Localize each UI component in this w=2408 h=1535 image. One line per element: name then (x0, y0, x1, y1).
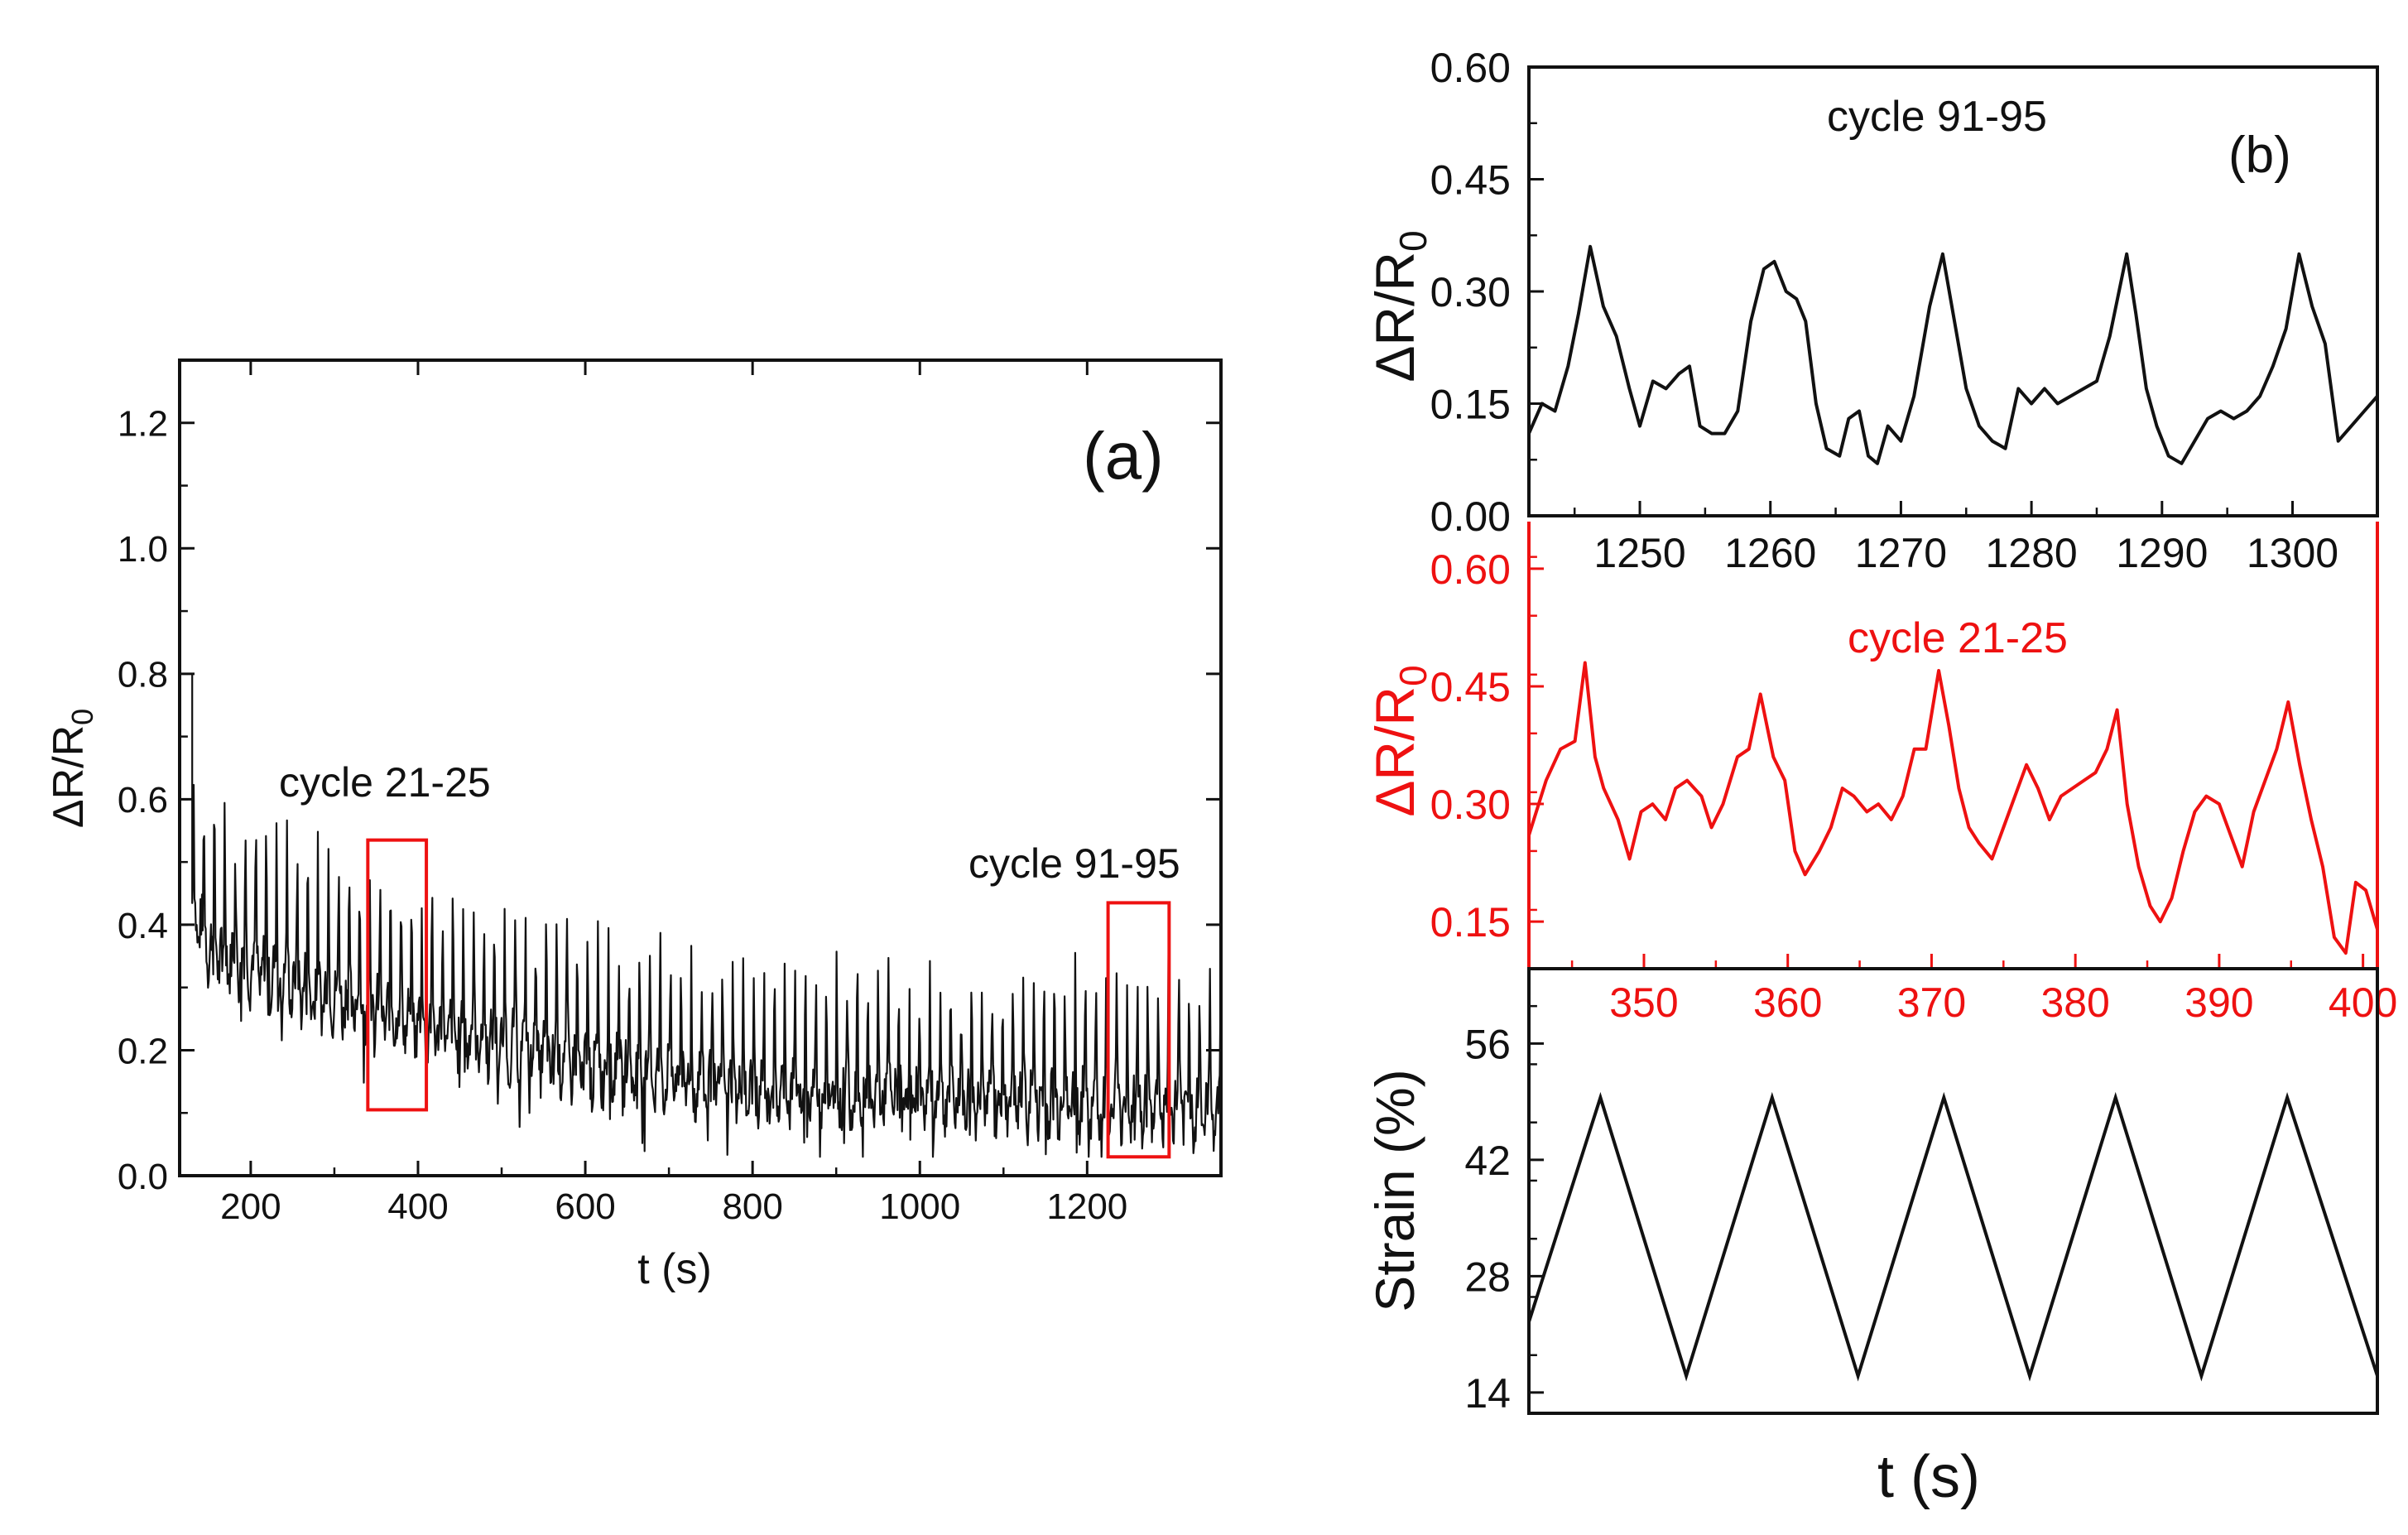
chart-a-x-axis-label: t (s) (637, 1245, 712, 1293)
chart-a-tick-labels: 200 400 600 800 1000 1200 0.0 0.2 0.4 0.6 0.8 1.0 1.… (118, 404, 1127, 1227)
x-tick-label: 390 (2185, 979, 2253, 1026)
x-tick-label: 800 (722, 1186, 782, 1227)
x-tick-label: 600 (555, 1186, 615, 1227)
chart-b-middle-y-axis-label-main: ΔR/R (1364, 686, 1425, 817)
chart-b-bottom-plot-frame (1527, 967, 2379, 1415)
y-tick-label: 0.2 (118, 1031, 168, 1071)
chart-b-middle: 350 360 370 380 390 400 0.15 0.30 0.45 0.60 cycle… (1364, 522, 2397, 1026)
chart-a-annotation-box-1 (366, 838, 429, 1112)
y-tick-label: 0.30 (1430, 782, 1511, 828)
chart-b-middle-series-line (1527, 661, 2379, 955)
y-tick-label: 0.0 (118, 1157, 168, 1197)
chart-b-bottom: 14 28 42 56 Strain (%) t (s) (1364, 967, 2379, 1510)
y-tick-label: 0.6 (118, 780, 168, 820)
chart-b-top-series-line (1527, 244, 2379, 465)
chart-a-annotation-box-2 (1106, 901, 1171, 1159)
chart-b-top-tick-labels: 1250 1260 1270 1280 1290 1300 0.00 0.15 0.30 0.45… (1430, 45, 2338, 576)
chart-b-bottom-tick-labels: 14 28 42 56 (1464, 1021, 1511, 1417)
chart-b-bottom-y-axis-label: Strain (%) (1364, 1069, 1425, 1311)
x-tick-label: 380 (2040, 979, 2109, 1026)
chart-a-series-line (182, 672, 1222, 1158)
x-tick-label: 360 (1753, 979, 1822, 1026)
chart-b-middle-y-axis-label-subscript: 0 (1391, 665, 1435, 686)
y-tick-label: 0.45 (1430, 664, 1511, 710)
chart-b-top-y-axis-label-subscript: 0 (1391, 230, 1435, 252)
x-tick-label: 200 (220, 1186, 281, 1227)
chart-a-y-axis-label-subscript: 0 (65, 709, 99, 725)
x-tick-label: 1290 (2116, 530, 2208, 576)
chart-a-y-axis-label-main: ΔR/R (45, 725, 93, 828)
chart-a-panel-label: (a) (1083, 419, 1164, 493)
y-tick-label: 14 (1464, 1370, 1511, 1417)
y-tick-label: 56 (1464, 1021, 1511, 1067)
y-tick-label: 0.15 (1430, 899, 1511, 946)
chart-b-top-y-axis-label: ΔR/R0 (1364, 230, 1435, 382)
chart-b-panel-label: (b) (2228, 127, 2291, 184)
chart-a: 200 400 600 800 1000 1200 0.0 0.2 0.4 0.6 0.8 1.0 1.… (45, 358, 1223, 1293)
chart-b-top-y-axis-label-main: ΔR/R (1364, 252, 1425, 383)
chart-b-bottom-x-axis-label: t (s) (1877, 1444, 1980, 1510)
y-tick-label: 1.0 (118, 529, 168, 570)
x-tick-label: 1280 (1985, 530, 2077, 576)
chart-a-annotation-label-1: cycle 21-25 (279, 759, 491, 806)
chart-b-top: 1250 1260 1270 1280 1290 1300 0.00 0.15 0.30 0.45… (1364, 45, 2379, 576)
y-tick-label: 0.4 (118, 906, 168, 946)
x-tick-label: 1000 (879, 1186, 960, 1227)
y-tick-label: 28 (1464, 1254, 1511, 1300)
x-tick-label: 400 (387, 1186, 448, 1227)
x-tick-label: 350 (1609, 979, 1678, 1026)
x-tick-label: 1250 (1593, 530, 1685, 576)
x-tick-label: 1300 (2247, 530, 2338, 576)
x-tick-label: 370 (1897, 979, 1966, 1026)
chart-b-bottom-series-line (1527, 1091, 2379, 1382)
y-tick-label: 42 (1464, 1138, 1511, 1184)
x-tick-label: 1270 (1855, 530, 1947, 576)
chart-a-annotation-label-2: cycle 91-95 (968, 840, 1180, 887)
x-tick-label: 1260 (1724, 530, 1816, 576)
chart-b-top-plot-frame (1527, 65, 2379, 517)
x-tick-label: 400 (2329, 979, 2397, 1026)
y-tick-label: 1.2 (118, 404, 168, 445)
y-tick-label: 0.00 (1430, 493, 1511, 540)
chart-b-top-title: cycle 91-95 (1827, 93, 2047, 141)
chart-b-middle-y-axis-label: ΔR/R0 (1364, 665, 1435, 816)
chart-b-middle-title: cycle 21-25 (1848, 614, 2068, 662)
y-tick-label: 0.15 (1430, 382, 1511, 428)
chart-a-y-axis-label: ΔR/R0 (45, 709, 99, 828)
y-tick-label: 0.60 (1430, 45, 1511, 91)
x-tick-label: 1200 (1046, 1186, 1127, 1227)
y-tick-label: 0.45 (1430, 157, 1511, 204)
chart-b-middle-tick-labels: 350 360 370 380 390 400 0.15 0.30 0.45 0.60 (1430, 546, 2398, 1026)
y-tick-label: 0.30 (1430, 269, 1511, 315)
y-tick-label: 0.8 (118, 655, 168, 695)
y-tick-label: 0.60 (1430, 546, 1511, 593)
chart-a-plot-frame (178, 358, 1223, 1177)
chart-b-bottom-ticks (1529, 1004, 1544, 1415)
